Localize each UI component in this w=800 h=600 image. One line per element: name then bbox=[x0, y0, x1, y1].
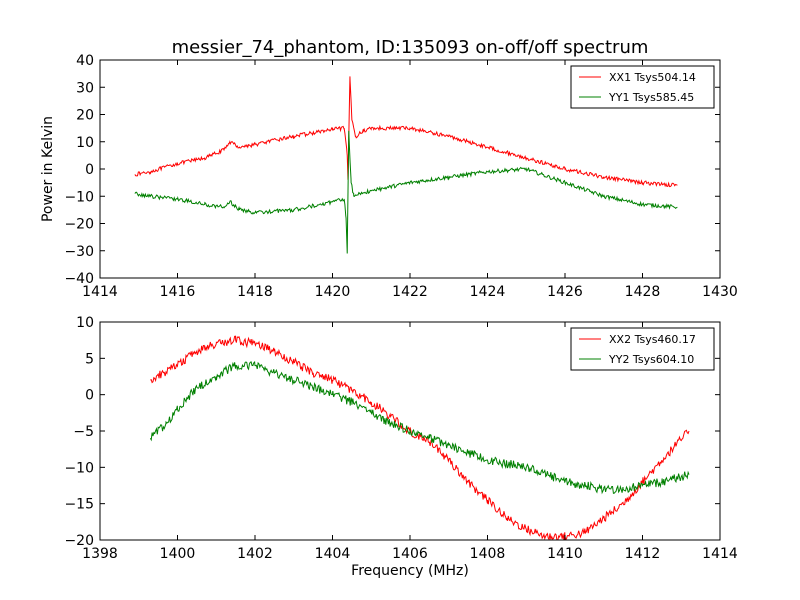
series-group bbox=[134, 76, 678, 254]
legend-label: XX1 Tsys504.14 bbox=[609, 71, 696, 84]
bottom-panel: 1398 1400 1402 1404 1406 1408 1410 1412 1414 −20 −… bbox=[64, 315, 737, 579]
legend: XX2 Tsys460.17 YY2 Tsys604.10 bbox=[570, 327, 715, 371]
y-tick-label: −10 bbox=[64, 460, 94, 476]
y-tick-label: −30 bbox=[64, 244, 94, 260]
y-axis-label: Power in Kelvin bbox=[40, 116, 56, 222]
x-tick-label: 1400 bbox=[160, 546, 196, 562]
legend-box bbox=[570, 65, 715, 109]
series-line-1 bbox=[134, 76, 678, 188]
x-tick-label: 1414 bbox=[702, 546, 738, 562]
x-tick-label: 1420 bbox=[315, 284, 351, 300]
y-tick-label: 20 bbox=[76, 108, 94, 124]
series-line-2 bbox=[149, 360, 690, 495]
y-tick-label: −10 bbox=[64, 189, 94, 205]
series-group bbox=[149, 335, 690, 540]
x-tick-label: 1426 bbox=[547, 284, 583, 300]
y-tick-label: 0 bbox=[85, 162, 94, 178]
legend-label: YY1 Tsys585.45 bbox=[608, 91, 694, 104]
x-tick-label: 1428 bbox=[625, 284, 661, 300]
y-tick-label: −40 bbox=[64, 271, 94, 287]
y-tick-label: 5 bbox=[85, 351, 94, 367]
y-tick-label: 30 bbox=[76, 80, 94, 96]
x-tick-label: 1418 bbox=[237, 284, 273, 300]
x-tick-label: 1412 bbox=[625, 546, 661, 562]
x-tick-label: 1406 bbox=[392, 546, 428, 562]
legend: XX1 Tsys504.14 YY1 Tsys585.45 bbox=[570, 65, 715, 109]
x-tick-label: 1398 bbox=[82, 546, 118, 562]
x-tick-label: 1430 bbox=[702, 284, 738, 300]
x-tick-label: 1414 bbox=[82, 284, 118, 300]
x-tick-label: 1402 bbox=[237, 546, 273, 562]
y-tick-label: −15 bbox=[64, 497, 94, 513]
top-panel: 1414 1416 1418 1420 1422 1424 1426 1428 1430 −40 −… bbox=[40, 53, 738, 300]
y-tick-label: 40 bbox=[76, 53, 94, 69]
y-tick-label: −20 bbox=[64, 533, 94, 549]
series-line-2 bbox=[134, 130, 678, 254]
x-tick-label: 1410 bbox=[547, 546, 583, 562]
legend-label: XX2 Tsys460.17 bbox=[609, 333, 696, 346]
legend-label: YY2 Tsys604.10 bbox=[608, 353, 694, 366]
y-tick-label: 0 bbox=[85, 388, 94, 404]
series-line-1 bbox=[150, 335, 690, 540]
y-tick-label: −5 bbox=[73, 424, 94, 440]
x-tick-label: 1408 bbox=[470, 546, 506, 562]
chart-title: messier_74_phantom, ID:135093 on-off/off… bbox=[172, 37, 649, 58]
x-tick-label: 1424 bbox=[470, 284, 506, 300]
y-tick-label: 10 bbox=[76, 135, 94, 151]
y-tick-label: −20 bbox=[64, 217, 94, 233]
legend-box bbox=[570, 327, 715, 371]
x-tick-label: 1422 bbox=[392, 284, 428, 300]
y-tick-label: 10 bbox=[76, 315, 94, 331]
x-tick-label: 1416 bbox=[160, 284, 196, 300]
x-tick-label: 1404 bbox=[315, 546, 351, 562]
x-axis-label: Frequency (MHz) bbox=[351, 563, 469, 579]
